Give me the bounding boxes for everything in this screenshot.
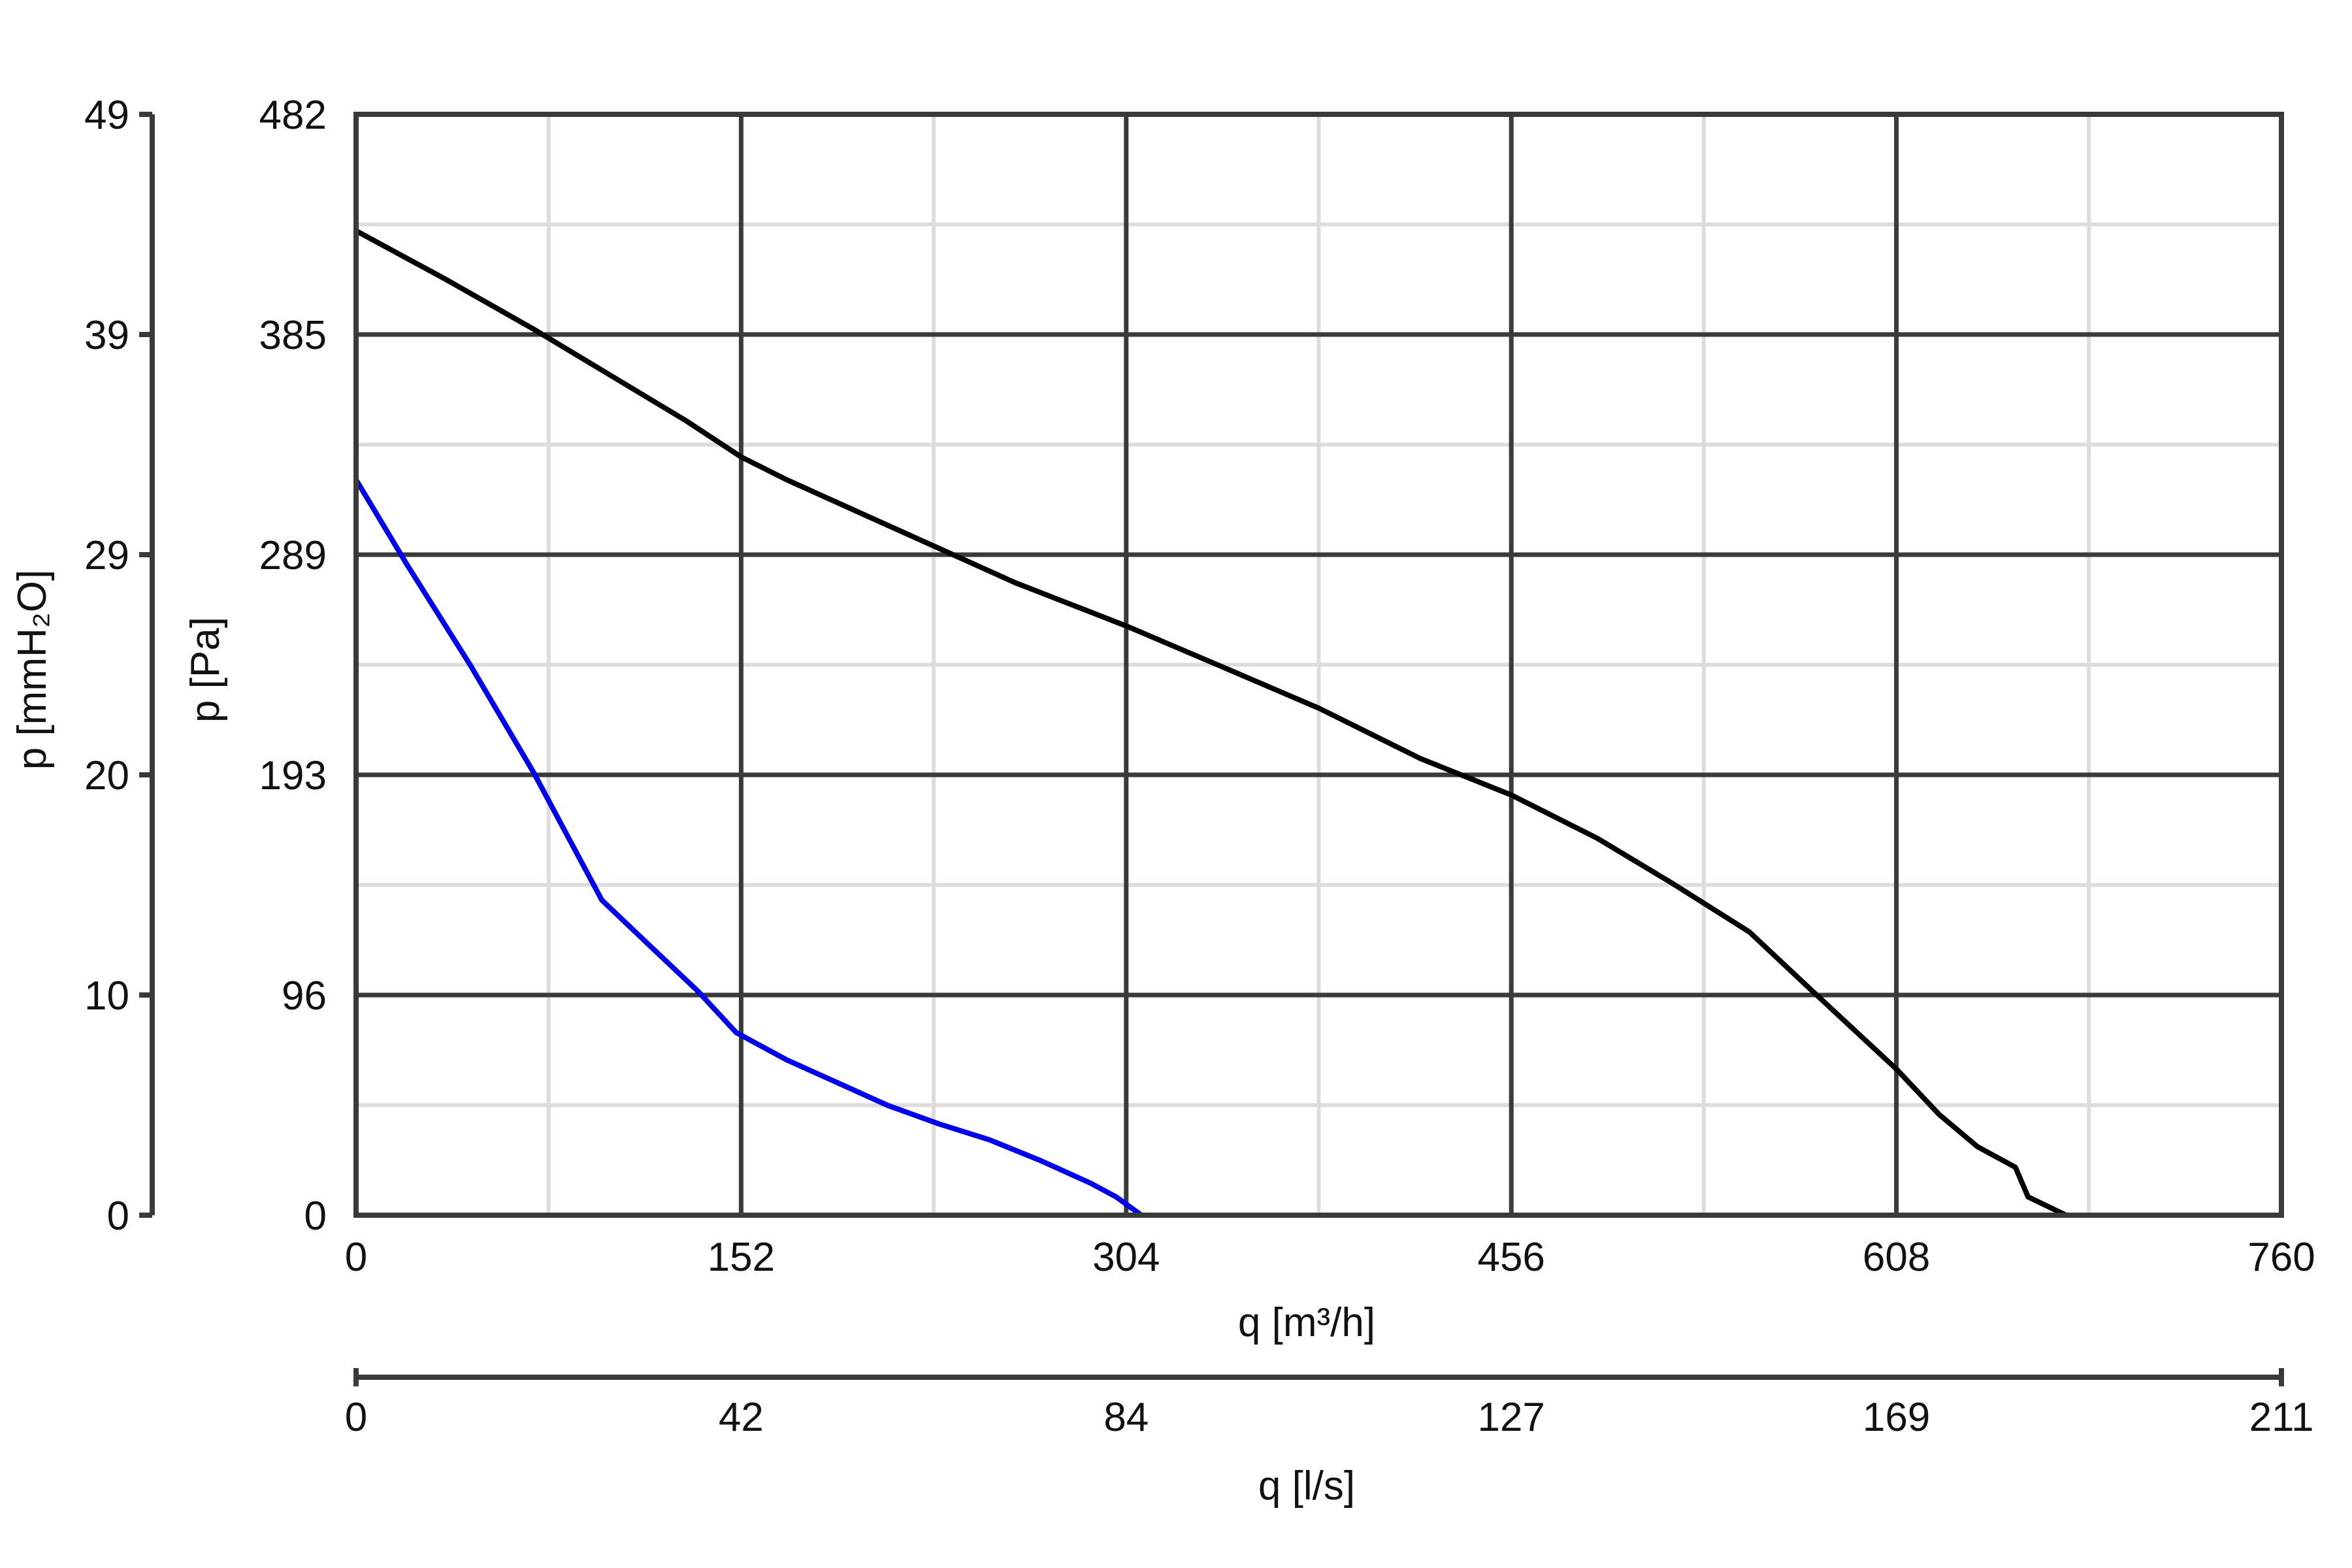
minor-grid <box>356 114 2281 1215</box>
y-tick-label-primary: 0 <box>304 1194 327 1239</box>
y-tick-label-primary: 193 <box>259 753 327 798</box>
x-tick-label-secondary: 169 <box>1863 1395 1930 1440</box>
x-tick-label-secondary: 42 <box>719 1395 764 1440</box>
y-tick-label-primary: 289 <box>259 533 327 578</box>
x-axis-title-secondary: q [l/s] <box>1258 1463 1355 1509</box>
y-tick-label-primary: 96 <box>282 973 327 1019</box>
series-layer <box>353 228 2069 1218</box>
y-axis-title-primary: p [Pa] <box>183 617 228 723</box>
y-axis-title-secondary: p [mmH₂O] <box>10 570 55 770</box>
x-tick-label-secondary: 127 <box>1477 1395 1544 1440</box>
x-tick-label-secondary: 0 <box>345 1395 367 1440</box>
x-tick-label-primary: 0 <box>345 1235 367 1280</box>
x-tick-label-secondary: 84 <box>1103 1395 1149 1440</box>
y-tick-label-secondary: 39 <box>84 313 129 358</box>
x-tick-label-primary: 608 <box>1863 1235 1930 1280</box>
y-tick-label-secondary: 20 <box>84 753 129 798</box>
y-tick-label-secondary: 29 <box>84 533 129 578</box>
x-tick-label-secondary: 211 <box>2249 1395 2314 1440</box>
series-line-1 <box>353 228 2069 1218</box>
plot-frame <box>353 112 2284 1218</box>
x-tick-label-primary: 760 <box>2247 1235 2315 1280</box>
x-tick-label-primary: 152 <box>708 1235 775 1280</box>
y-tick-label-secondary: 10 <box>84 973 129 1019</box>
y-tick-label-secondary: 49 <box>84 93 129 138</box>
axes-layer: 0 152 304 456 608 760 0 42 84 127 169 211 0 96 193 289 3… <box>84 93 2315 1440</box>
x-axis-title-primary: q [m³/h] <box>1238 1300 1375 1345</box>
series-line-2 <box>353 477 1145 1218</box>
y-tick-label-primary: 385 <box>259 313 327 358</box>
x-tick-label-primary: 304 <box>1092 1235 1160 1280</box>
y-tick-label-primary: 482 <box>259 93 327 138</box>
y-tick-label-secondary: 0 <box>107 1194 129 1239</box>
x-tick-label-primary: 456 <box>1477 1235 1544 1280</box>
